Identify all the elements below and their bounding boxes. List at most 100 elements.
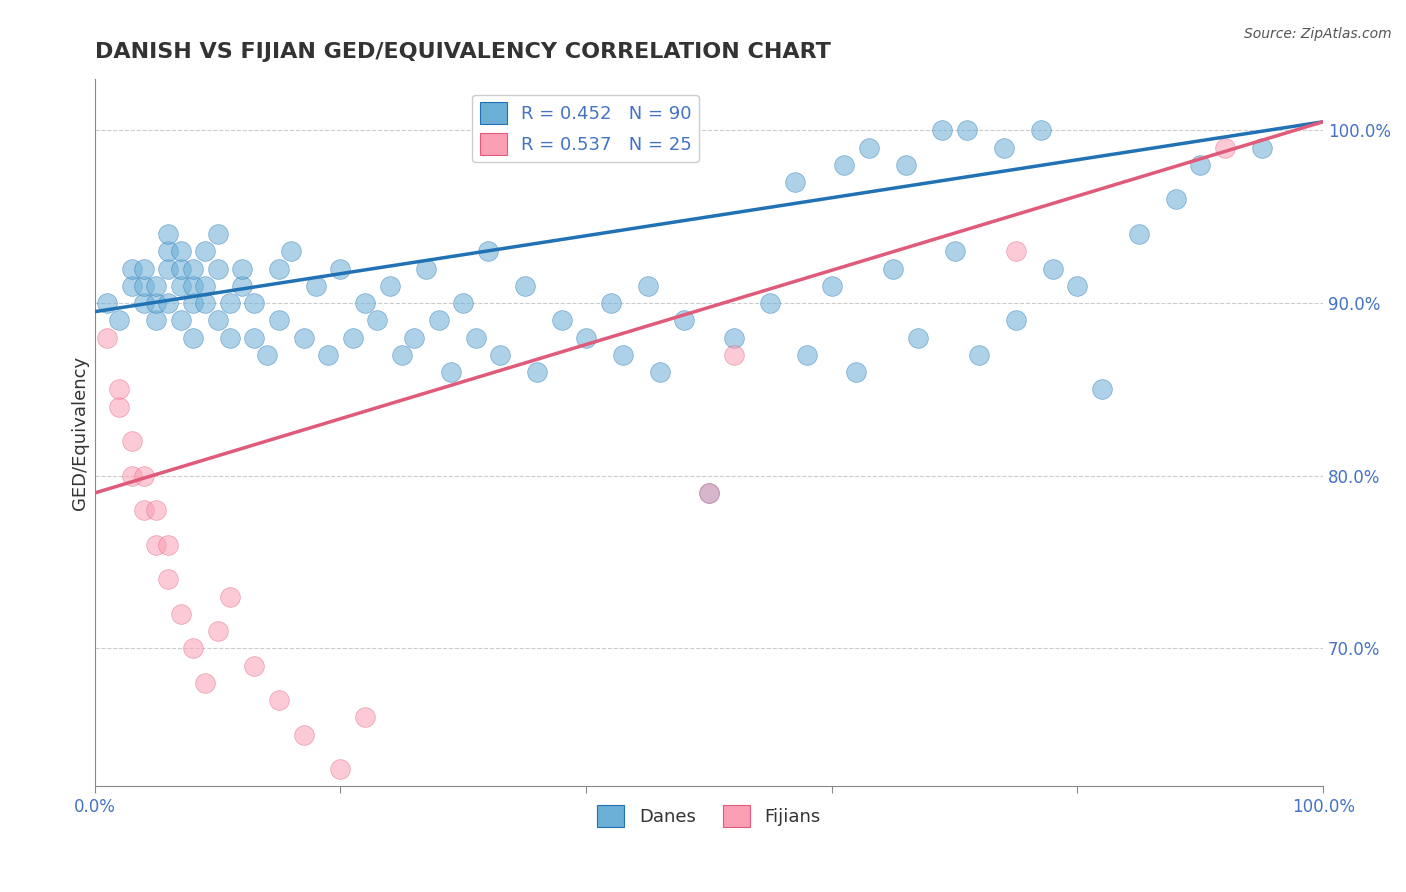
Point [121, 468, 143, 483]
Text: DANISH VS FIJIAN GED/EQUIVALENCY CORRELATION CHART: DANISH VS FIJIAN GED/EQUIVALENCY CORRELA… [94, 42, 831, 62]
Point [858, 141, 880, 155]
Point [207, 313, 229, 327]
Point [832, 158, 855, 172]
Point [267, 261, 290, 276]
Point [157, 227, 180, 241]
Point [489, 348, 512, 362]
Point [796, 348, 818, 362]
Point [96, 296, 118, 310]
Point [599, 296, 621, 310]
Point [612, 348, 634, 362]
Point [526, 365, 548, 379]
Point [673, 313, 696, 327]
Point [181, 330, 204, 344]
Point [121, 434, 143, 449]
Point [132, 503, 155, 517]
Point [723, 348, 745, 362]
Point [783, 175, 806, 189]
Point [1164, 193, 1187, 207]
Point [1066, 278, 1088, 293]
Point [378, 278, 401, 293]
Point [170, 278, 193, 293]
Point [342, 330, 364, 344]
Point [194, 244, 217, 259]
Point [108, 383, 131, 397]
Point [219, 590, 242, 604]
Point [477, 244, 499, 259]
Point [305, 278, 328, 293]
Point [157, 572, 180, 586]
Point [267, 693, 290, 707]
Point [194, 278, 217, 293]
Point [943, 244, 966, 259]
Point [207, 261, 229, 276]
Point [231, 261, 253, 276]
Point [194, 296, 217, 310]
Point [723, 330, 745, 344]
Point [181, 296, 204, 310]
Point [256, 348, 278, 362]
Point [157, 261, 180, 276]
Point [219, 296, 242, 310]
Point [391, 348, 413, 362]
Point [207, 624, 229, 639]
Point [1213, 141, 1236, 155]
Point [967, 348, 990, 362]
Point [1091, 383, 1114, 397]
Point [292, 330, 315, 344]
Point [170, 313, 193, 327]
Point [157, 538, 180, 552]
Point [993, 141, 1015, 155]
Point [1029, 123, 1052, 137]
Point [108, 400, 131, 414]
Point [415, 261, 437, 276]
Point [292, 728, 315, 742]
Point [464, 330, 486, 344]
Point [404, 330, 426, 344]
Point [1005, 244, 1028, 259]
Point [108, 313, 131, 327]
Point [354, 710, 377, 724]
Point [243, 296, 266, 310]
Point [145, 296, 167, 310]
Point [550, 313, 572, 327]
Point [170, 244, 193, 259]
Legend: Danes, Fijians: Danes, Fijians [591, 797, 828, 834]
Point [121, 278, 143, 293]
Point [243, 658, 266, 673]
Point [243, 330, 266, 344]
Point [181, 261, 204, 276]
Point [513, 278, 536, 293]
Point [157, 296, 180, 310]
Point [1042, 261, 1064, 276]
Text: Source: ZipAtlas.com: Source: ZipAtlas.com [1244, 27, 1392, 41]
Point [231, 278, 253, 293]
Point [157, 244, 180, 259]
Point [145, 313, 167, 327]
Point [759, 296, 782, 310]
Point [181, 641, 204, 656]
Point [697, 486, 720, 500]
Point [132, 296, 155, 310]
Point [697, 486, 720, 500]
Point [956, 123, 979, 137]
Point [821, 278, 844, 293]
Point [316, 348, 339, 362]
Point [132, 278, 155, 293]
Y-axis label: GED/Equivalency: GED/Equivalency [72, 356, 89, 509]
Point [145, 278, 167, 293]
Point [453, 296, 475, 310]
Point [648, 365, 671, 379]
Point [637, 278, 659, 293]
Point [1189, 158, 1212, 172]
Point [145, 503, 167, 517]
Point [440, 365, 463, 379]
Point [882, 261, 904, 276]
Point [207, 227, 229, 241]
Point [121, 261, 143, 276]
Point [219, 330, 242, 344]
Point [427, 313, 450, 327]
Point [931, 123, 953, 137]
Point [170, 607, 193, 621]
Point [267, 313, 290, 327]
